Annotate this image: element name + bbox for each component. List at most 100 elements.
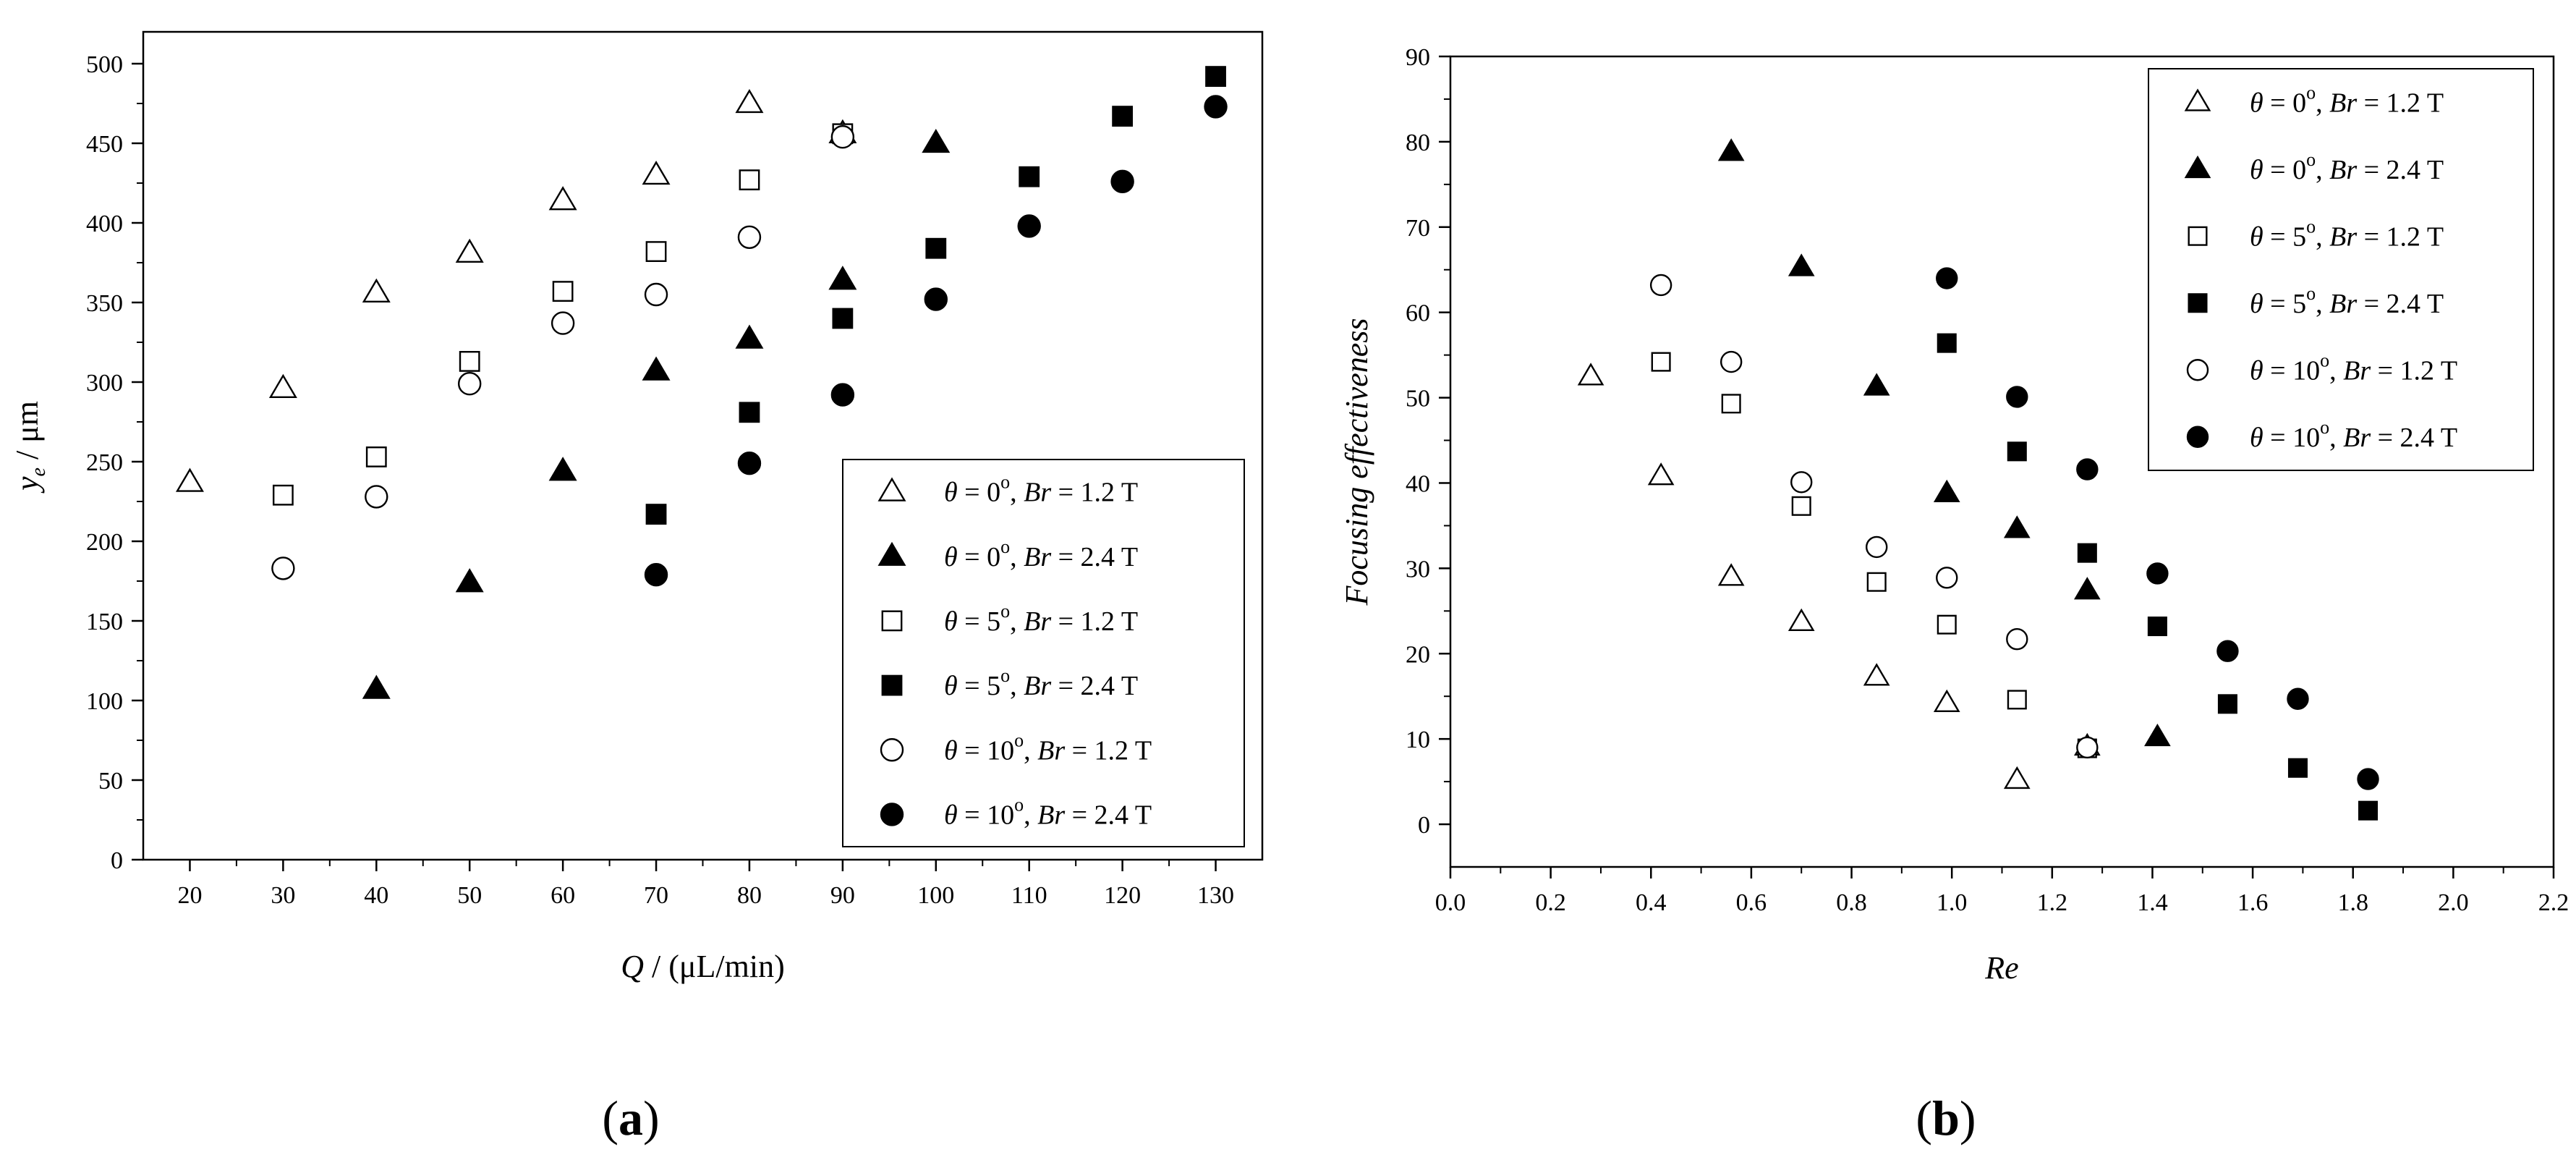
y-tick-label: 400 xyxy=(86,211,123,237)
data-point xyxy=(830,383,855,407)
y-tick-label: 250 xyxy=(86,449,123,476)
data-point xyxy=(362,674,391,699)
data-point xyxy=(2144,723,2171,747)
x-tick-label: 60 xyxy=(551,882,575,909)
data-point xyxy=(925,237,947,259)
data-point xyxy=(1866,535,1888,559)
data-point xyxy=(1863,663,1890,686)
data-point xyxy=(2074,577,2101,600)
data-point xyxy=(2076,458,2099,480)
data-point xyxy=(2007,690,2027,710)
y-tick-label: 100 xyxy=(86,688,123,715)
data-point xyxy=(2007,441,2027,462)
series-4 xyxy=(271,124,855,580)
data-point xyxy=(2217,694,2237,714)
series-3 xyxy=(1937,333,2379,821)
data-point xyxy=(735,88,764,114)
y-tick-label: 200 xyxy=(86,529,123,556)
data-point xyxy=(2003,515,2031,538)
y-tick-label: 50 xyxy=(1406,386,1430,412)
data-point xyxy=(735,324,764,349)
data-point xyxy=(1017,214,1041,238)
data-point xyxy=(739,169,760,190)
data-point xyxy=(455,238,484,263)
x-tick-label: 0.0 xyxy=(1435,889,1466,916)
x-axis-unit: / (μL/min) xyxy=(644,949,785,984)
series-0 xyxy=(1577,363,2101,789)
legend-marker xyxy=(2186,359,2209,381)
x-tick-label: 0.6 xyxy=(1736,889,1767,916)
data-point xyxy=(2358,800,2379,821)
y-tick-label: 90 xyxy=(1406,44,1430,71)
legend-marker xyxy=(880,738,904,762)
x-axis-label: Re xyxy=(1984,950,2018,986)
data-point xyxy=(1721,394,1741,414)
y-tick-label: 300 xyxy=(86,370,123,397)
data-point xyxy=(645,241,667,262)
data-point xyxy=(1936,267,1958,289)
data-point xyxy=(1791,496,1811,516)
y-axis-var: y xyxy=(9,476,45,494)
data-point xyxy=(645,504,667,525)
data-point xyxy=(1204,95,1228,119)
x-tick-label: 50 xyxy=(457,882,482,909)
legend-marker xyxy=(877,541,906,566)
legend-entry: θ = 10o, Br = 2.4 T xyxy=(944,794,1152,830)
data-point xyxy=(458,372,482,396)
legend-entry: θ = 5o, Br = 2.4 T xyxy=(944,665,1138,701)
data-point xyxy=(1717,563,1745,586)
data-point xyxy=(272,484,294,506)
data-point xyxy=(2006,386,2028,408)
series-5 xyxy=(1936,267,2379,790)
data-point xyxy=(922,128,951,153)
y-tick-label: 150 xyxy=(86,609,123,635)
data-point xyxy=(548,186,577,211)
x-tick-label: 110 xyxy=(1011,882,1047,909)
y-tick-label: 0 xyxy=(111,847,123,874)
data-point xyxy=(1577,363,1604,386)
data-point xyxy=(362,278,391,302)
data-point xyxy=(455,568,484,593)
y-axis-subscript: e xyxy=(27,467,50,476)
y-tick-label: 70 xyxy=(1406,215,1430,242)
x-tick-label: 90 xyxy=(830,882,855,909)
data-point xyxy=(1936,567,1958,589)
legend-marker xyxy=(880,803,904,826)
legend-entry: θ = 0o, Br = 2.4 T xyxy=(944,536,1138,572)
data-point xyxy=(737,452,762,475)
x-tick-label: 1.4 xyxy=(2137,889,2168,916)
x-tick-label: 120 xyxy=(1104,882,1141,909)
legend-marker xyxy=(2186,426,2209,448)
data-point xyxy=(924,287,948,311)
data-point xyxy=(828,266,857,290)
data-point xyxy=(1790,471,1813,494)
data-point xyxy=(175,467,204,492)
data-point xyxy=(1866,572,1887,592)
legend-box xyxy=(2148,68,2534,471)
x-tick-label: 100 xyxy=(917,882,954,909)
x-tick-label: 70 xyxy=(644,882,668,909)
data-point xyxy=(1651,352,1671,372)
series-1 xyxy=(362,128,951,699)
y-tick-label: 500 xyxy=(86,51,123,78)
data-point xyxy=(2357,768,2379,790)
x-tick-label: 1.2 xyxy=(2037,889,2068,916)
y-tick-label: 40 xyxy=(1406,470,1430,497)
y-tick-label: 450 xyxy=(86,131,123,158)
x-tick-label: 2.0 xyxy=(2438,889,2469,916)
y-tick-label: 20 xyxy=(1406,641,1430,668)
panel-a: 20 30 40 50 60 70 80 90 100 110 120 130 0 50 100 150 200… xyxy=(9,30,1264,1146)
x-tick-label: 30 xyxy=(271,882,295,909)
data-point xyxy=(552,281,574,302)
legend-entry: θ = 0o, Br = 2.4 T xyxy=(2250,149,2444,185)
data-point xyxy=(548,457,577,481)
data-point xyxy=(832,308,854,329)
y-tick-label: 50 xyxy=(98,768,123,795)
data-point xyxy=(1863,373,1890,396)
y-axis-label: Focusing effectiveness xyxy=(1339,318,1374,606)
legend-marker xyxy=(2188,293,2208,313)
x-axis-var: Q xyxy=(621,949,644,984)
data-point xyxy=(2216,640,2239,662)
x-tick-label: 1.6 xyxy=(2237,889,2269,916)
data-point xyxy=(1933,479,1960,502)
